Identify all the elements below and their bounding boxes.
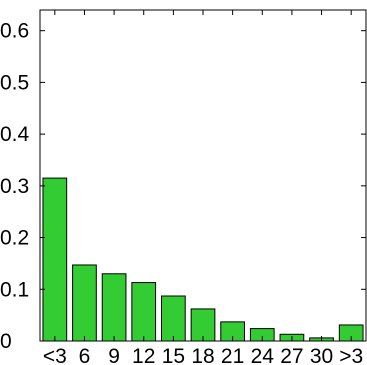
bars-group: [42, 177, 364, 342]
x-tick-label-5: 18: [191, 345, 214, 365]
x-tick-label-0: <3: [43, 345, 67, 365]
x-tick-label-6: 21: [221, 345, 244, 365]
plot-frame: [39, 9, 367, 342]
y-tick-label-3: 0.3: [0, 175, 29, 198]
x-tick-label-8: 27: [280, 345, 303, 365]
x-tick-label-4: 15: [162, 345, 185, 365]
bar-4: [161, 295, 186, 342]
bar-2: [101, 273, 127, 342]
x-axis-ticks: [54, 10, 352, 341]
x-tick-label-7: 24: [251, 345, 275, 365]
x-tick-label-9: 30: [310, 345, 333, 365]
x-axis-tick-labels: <3 6 9 12 15 18 21 24 27 30 >3: [43, 345, 363, 365]
y-axis-tick-labels: 0 0.1 0.2 0.3 0.4 0.5 0.6: [0, 20, 30, 353]
y-tick-label-0: 0: [0, 330, 12, 353]
y-tick-label-5: 0.5: [0, 71, 29, 94]
bar-3: [131, 282, 157, 342]
x-tick-label-3: 12: [132, 345, 155, 365]
y-tick-label-2: 0.2: [0, 227, 29, 250]
bar-0: [42, 177, 68, 342]
x-tick-label-10: >3: [339, 345, 363, 365]
bar-1: [72, 264, 97, 342]
y-tick-label-1: 0.1: [0, 278, 29, 301]
y-tick-label-6: 0.6: [0, 20, 29, 43]
x-tick-label-1: 6: [79, 345, 91, 365]
x-tick-label-2: 9: [108, 345, 120, 365]
y-tick-label-4: 0.4: [0, 123, 30, 146]
